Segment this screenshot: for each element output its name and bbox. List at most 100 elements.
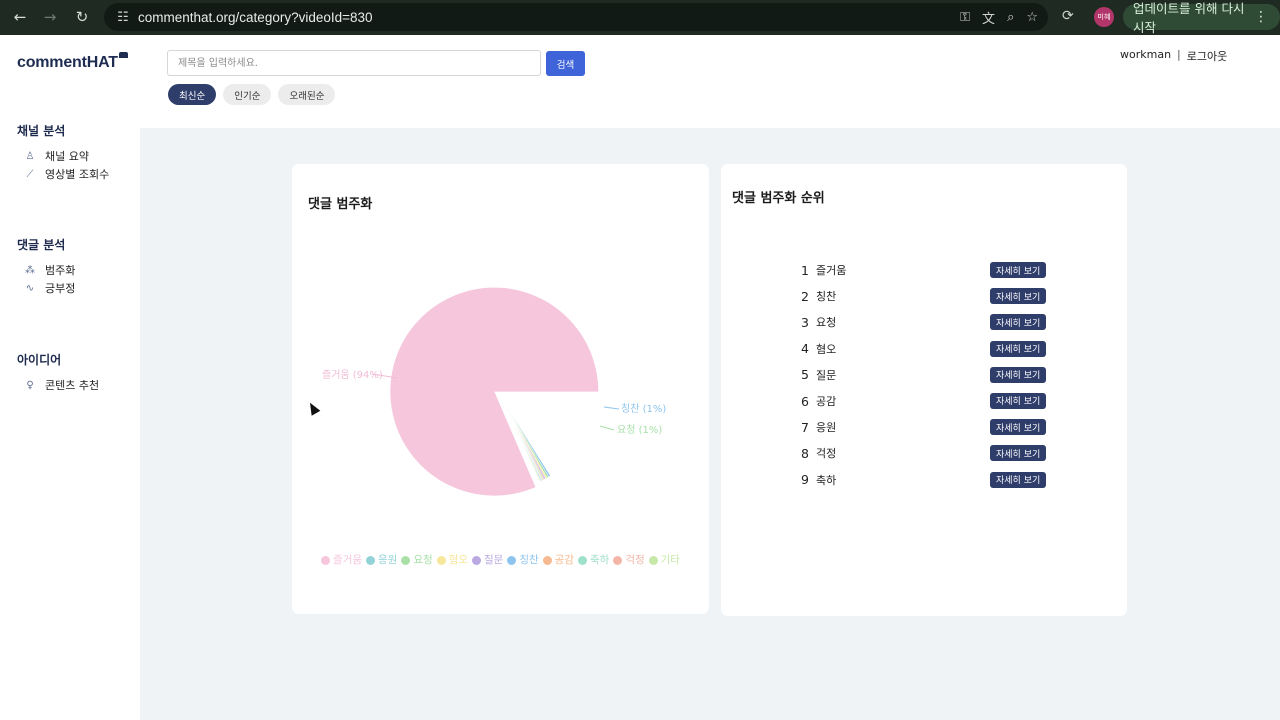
forward-arrow-icon[interactable]: → xyxy=(43,8,57,26)
reload-icon[interactable]: ↻ xyxy=(75,8,89,26)
extension-icon[interactable]: ⟳ xyxy=(1062,8,1074,24)
zoom-icon[interactable]: ⌕ xyxy=(1007,9,1015,25)
pie-chart: 즐거움 (94%) 칭찬 (1%) 요청 (1%) xyxy=(322,287,666,496)
ranking-row: 3 요청 자세히 보기 xyxy=(801,309,1051,335)
legend-label: 응원 xyxy=(378,554,398,566)
rank-number: 2 xyxy=(801,288,809,304)
detail-button[interactable]: 자세히 보기 xyxy=(990,340,1047,357)
pie-slice-label: 요청 (1%) xyxy=(617,424,662,436)
nav-group-channel: 채널 분석 ♙ 채널 요약 ⟋ 영상별 조회수 xyxy=(17,122,109,183)
legend-swatch xyxy=(436,556,446,565)
browser-toolbar: ← → ↻ ☷ commenthat.org/category?videoId=… xyxy=(0,0,1280,35)
legend-label: 혐오 xyxy=(448,554,468,566)
detail-button[interactable]: 자세히 보기 xyxy=(990,471,1047,488)
title-search-input[interactable] xyxy=(167,50,541,76)
sidebar-item-channel-summary[interactable]: ♙ 채널 요약 xyxy=(17,147,109,165)
legend-label: 기타 xyxy=(660,554,680,566)
pie-slice-9[interactable] xyxy=(502,399,542,482)
rank-category-name: 질문 xyxy=(816,368,837,382)
site-settings-icon[interactable]: ☷ xyxy=(117,9,129,25)
more-menu-icon[interactable]: ⋮ xyxy=(1254,9,1268,25)
ranking-row: 1 즐거움 자세히 보기 xyxy=(801,257,1051,283)
rank-category-name: 응원 xyxy=(816,421,837,435)
ranking-row: 5 질문 자세히 보기 xyxy=(801,362,1051,388)
url-text[interactable]: commenthat.org/category?videoId=830 xyxy=(138,9,373,25)
legend-item[interactable]: 질문 xyxy=(472,554,503,567)
pie-slice-main[interactable] xyxy=(390,287,599,496)
lightbulb-icon: ♀ xyxy=(26,379,34,391)
bookmark-star-icon[interactable]: ☆ xyxy=(1026,9,1038,25)
sidebar-item-content-recommend[interactable]: ♀ 콘텐츠 추천 xyxy=(17,376,99,394)
sort-latest-button[interactable]: 최신순 xyxy=(168,84,217,105)
legend-item[interactable]: 걱정 xyxy=(613,554,645,567)
sidebar-item-label: 채널 요약 xyxy=(45,150,89,163)
legend-swatch xyxy=(507,556,517,565)
sort-oldest-button[interactable]: 오래된순 xyxy=(278,84,336,105)
password-key-icon[interactable]: ⚿ xyxy=(960,9,971,25)
rank-category-name: 혐오 xyxy=(816,342,837,356)
nav-group-ideas: 아이디어 ♀ 콘텐츠 추천 xyxy=(17,351,99,394)
detail-button[interactable]: 자세히 보기 xyxy=(990,262,1047,278)
rank-number: 1 xyxy=(801,262,809,278)
sort-popular-button[interactable]: 인기순 xyxy=(223,84,272,105)
nav-group-comments: 댓글 분석 ⁂ 범주화 ∿ 긍부정 xyxy=(17,236,75,297)
detail-button[interactable]: 자세히 보기 xyxy=(990,392,1047,409)
categorization-card: 댓글 범주화 즐거움 (94%) 칭찬 (1%) 요청 (1%) 즐거움 응원 요청 혐오… xyxy=(292,164,709,614)
rank-number: 7 xyxy=(801,419,809,435)
sidebar: 채널 분석 ♙ 채널 요약 ⟋ 영상별 조회수 댓글 분석 ⁂ 범주화 ∿ 긍부… xyxy=(0,108,140,720)
ranking-row: 8 걱정 자세히 보기 xyxy=(801,440,1051,466)
legend-swatch xyxy=(577,556,587,565)
detail-button[interactable]: 자세히 보기 xyxy=(990,314,1047,331)
legend-swatch xyxy=(613,556,623,565)
chart-legend: 즐거움 응원 요청 혐오 질문 칭찬 공감 축하 걱정 기타 xyxy=(312,554,689,569)
user-area: workman | 로그아웃 xyxy=(1120,48,1227,64)
username: workman xyxy=(1120,48,1172,61)
person-icon: ♙ xyxy=(25,150,35,162)
sidebar-item-categorization[interactable]: ⁂ 범주화 xyxy=(17,261,75,279)
legend-swatch xyxy=(648,556,658,565)
sidebar-item-label: 영상별 조회수 xyxy=(45,168,110,181)
logo-text: commentHAT xyxy=(17,54,118,71)
rank-number: 8 xyxy=(801,445,809,461)
rank-category-name: 즐거움 xyxy=(816,264,847,278)
app-logo[interactable]: commentHAT xyxy=(17,52,128,72)
legend-item[interactable]: 혐오 xyxy=(436,554,468,567)
legend-item[interactable]: 응원 xyxy=(366,554,397,567)
search-button[interactable]: 검색 xyxy=(546,51,585,76)
legend-item[interactable]: 축하 xyxy=(577,554,609,567)
pie-slice-label: 칭찬 (1%) xyxy=(621,403,666,415)
pie-label-leader-line xyxy=(599,425,615,431)
sidebar-item-label: 범주화 xyxy=(45,264,76,277)
profile-avatar[interactable]: 미혜 xyxy=(1094,7,1114,27)
nav-group-title: 아이디어 xyxy=(17,353,62,367)
detail-button[interactable]: 자세히 보기 xyxy=(990,419,1047,436)
back-arrow-icon[interactable]: ← xyxy=(13,8,27,26)
detail-button[interactable]: 자세히 보기 xyxy=(990,288,1047,305)
line-chart-icon: ⟋ xyxy=(26,168,34,180)
legend-label: 즐거움 xyxy=(333,554,363,566)
sidebar-item-sentiment[interactable]: ∿ 긍부정 xyxy=(17,279,76,297)
legend-swatch xyxy=(321,556,331,565)
legend-item[interactable]: 칭찬 xyxy=(507,554,539,567)
nav-group-title: 댓글 분석 xyxy=(17,238,66,252)
sort-options: 최신순 인기순 오래된순 xyxy=(168,84,336,105)
pie-label-leader-line xyxy=(371,373,399,379)
legend-item[interactable]: 즐거움 xyxy=(321,554,362,567)
pie-slice-label: 즐거움 (94%) xyxy=(322,369,383,381)
update-button[interactable]: 업데이트를 위해 다시 시작 xyxy=(1123,1,1280,35)
detail-button[interactable]: 자세히 보기 xyxy=(990,366,1047,383)
logout-link[interactable]: 로그아웃 xyxy=(1186,50,1228,63)
address-bar[interactable]: ☷ commenthat.org/category?videoId=830 ⚿ … xyxy=(104,3,1048,31)
legend-item[interactable]: 기타 xyxy=(648,554,680,567)
sidebar-item-video-views[interactable]: ⟋ 영상별 조회수 xyxy=(17,165,110,183)
legend-label: 칭찬 xyxy=(519,554,539,566)
ranking-row: 7 응원 자세히 보기 xyxy=(801,414,1051,440)
user-separator: | xyxy=(1177,48,1181,61)
rank-number: 5 xyxy=(801,367,809,383)
rank-number: 4 xyxy=(801,341,809,357)
detail-button[interactable]: 자세히 보기 xyxy=(990,445,1047,462)
nav-group-title: 채널 분석 xyxy=(17,124,66,138)
translate-icon[interactable]: 文 xyxy=(982,11,996,27)
legend-item[interactable]: 요청 xyxy=(401,554,433,567)
legend-item[interactable]: 공감 xyxy=(542,554,574,567)
